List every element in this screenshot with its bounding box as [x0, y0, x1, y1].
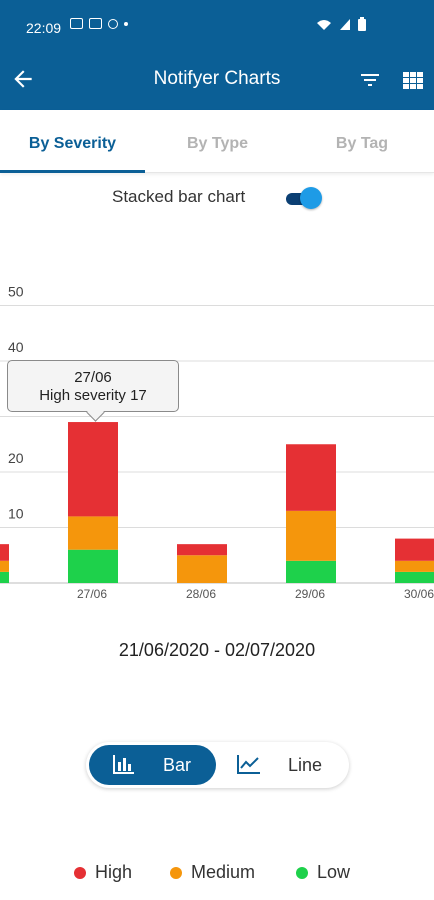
date-range: 21/06/2020 - 02/07/2020: [118, 640, 316, 660]
back-arrow-icon[interactable]: [10, 66, 36, 92]
x-tick-label-27-06: 27/06: [77, 587, 107, 601]
sim-icon: [70, 18, 83, 29]
chart-type-toggle: Bar Line: [86, 742, 349, 788]
bar-low-27-06: [68, 549, 118, 583]
legend-label-medium: Medium: [191, 862, 256, 882]
legend-dot-low: [296, 867, 308, 880]
battery-icon: [358, 17, 366, 31]
bar-high-30-06: [395, 538, 434, 561]
legend-dot-medium: [170, 867, 182, 880]
bar-medium-30-06: [395, 560, 434, 572]
stacked-toggle-label: Stacked bar chart: [112, 187, 246, 206]
legend-item-low: Low: [296, 862, 350, 883]
legend-item-medium: Medium: [170, 862, 255, 883]
bar-low-30-06: [395, 571, 434, 583]
bar-low-29-06: [286, 560, 336, 583]
x-tick-label-30-06: 30/06: [404, 587, 434, 601]
tab-by-tag[interactable]: By Tag: [335, 135, 389, 152]
tooltip-date: 27/06: [74, 369, 112, 386]
bar-medium-29-06: [286, 510, 336, 561]
y-tick-label-50: 50: [8, 284, 24, 300]
line-option-label[interactable]: Line: [288, 755, 323, 775]
app-title: Notifyer Charts: [153, 68, 281, 89]
bar-medium-27-06: [68, 516, 118, 550]
tooltip-text: High severity 17: [39, 387, 147, 404]
tab-by-severity[interactable]: By Severity: [0, 110, 145, 173]
x-tick-label-29-06: 29/06: [295, 587, 325, 601]
message-icon: [89, 18, 102, 29]
bar-high-26-06: [0, 544, 9, 561]
chart-legend: High Medium Low: [0, 862, 434, 886]
y-tick-label-10: 10: [8, 506, 24, 522]
bar-high-28-06: [177, 544, 227, 556]
x-tick-label-28-06: 28/06: [186, 587, 216, 601]
bar-chart-icon: [113, 755, 134, 774]
more-dot-icon: [124, 21, 128, 26]
bar-low-26-06: [0, 571, 9, 583]
app-bar: Notifyer Charts: [0, 50, 434, 110]
cell-signal-icon: [340, 18, 350, 30]
wifi-icon: [317, 19, 331, 30]
bar-medium-28-06: [177, 555, 227, 583]
line-chart-icon[interactable]: [236, 753, 262, 775]
grid-view-icon[interactable]: [401, 68, 425, 92]
status-notification-icons: [70, 18, 128, 29]
legend-label-high: High: [95, 862, 133, 882]
legend-dot-high: [74, 867, 86, 880]
stacked-toggle-switch[interactable]: [284, 187, 322, 209]
legend-label-low: Low: [317, 862, 351, 882]
y-tick-label-20: 20: [8, 450, 24, 466]
status-bar: 22:09: [0, 0, 434, 50]
tab-bar: By Severity By Type By Tag: [0, 110, 434, 173]
bar-high-27-06: [68, 422, 118, 517]
bar-option-label: Bar: [163, 755, 192, 775]
tab-by-type[interactable]: By Type: [186, 135, 249, 152]
stacked-toggle-row: Stacked bar chart: [0, 185, 434, 213]
chart-tooltip: 27/06 High severity 17: [7, 360, 179, 422]
filter-icon[interactable]: [358, 68, 382, 92]
y-tick-label-40: 40: [8, 339, 24, 355]
status-system-icons: [316, 17, 366, 31]
bar-option[interactable]: [89, 745, 216, 785]
bar-high-29-06: [286, 444, 336, 511]
bar-medium-26-06: [0, 560, 9, 572]
status-time: 22:09: [26, 20, 62, 36]
legend-item-high: High: [74, 862, 132, 883]
switch-knob: [300, 187, 322, 209]
sync-icon: [108, 18, 118, 29]
